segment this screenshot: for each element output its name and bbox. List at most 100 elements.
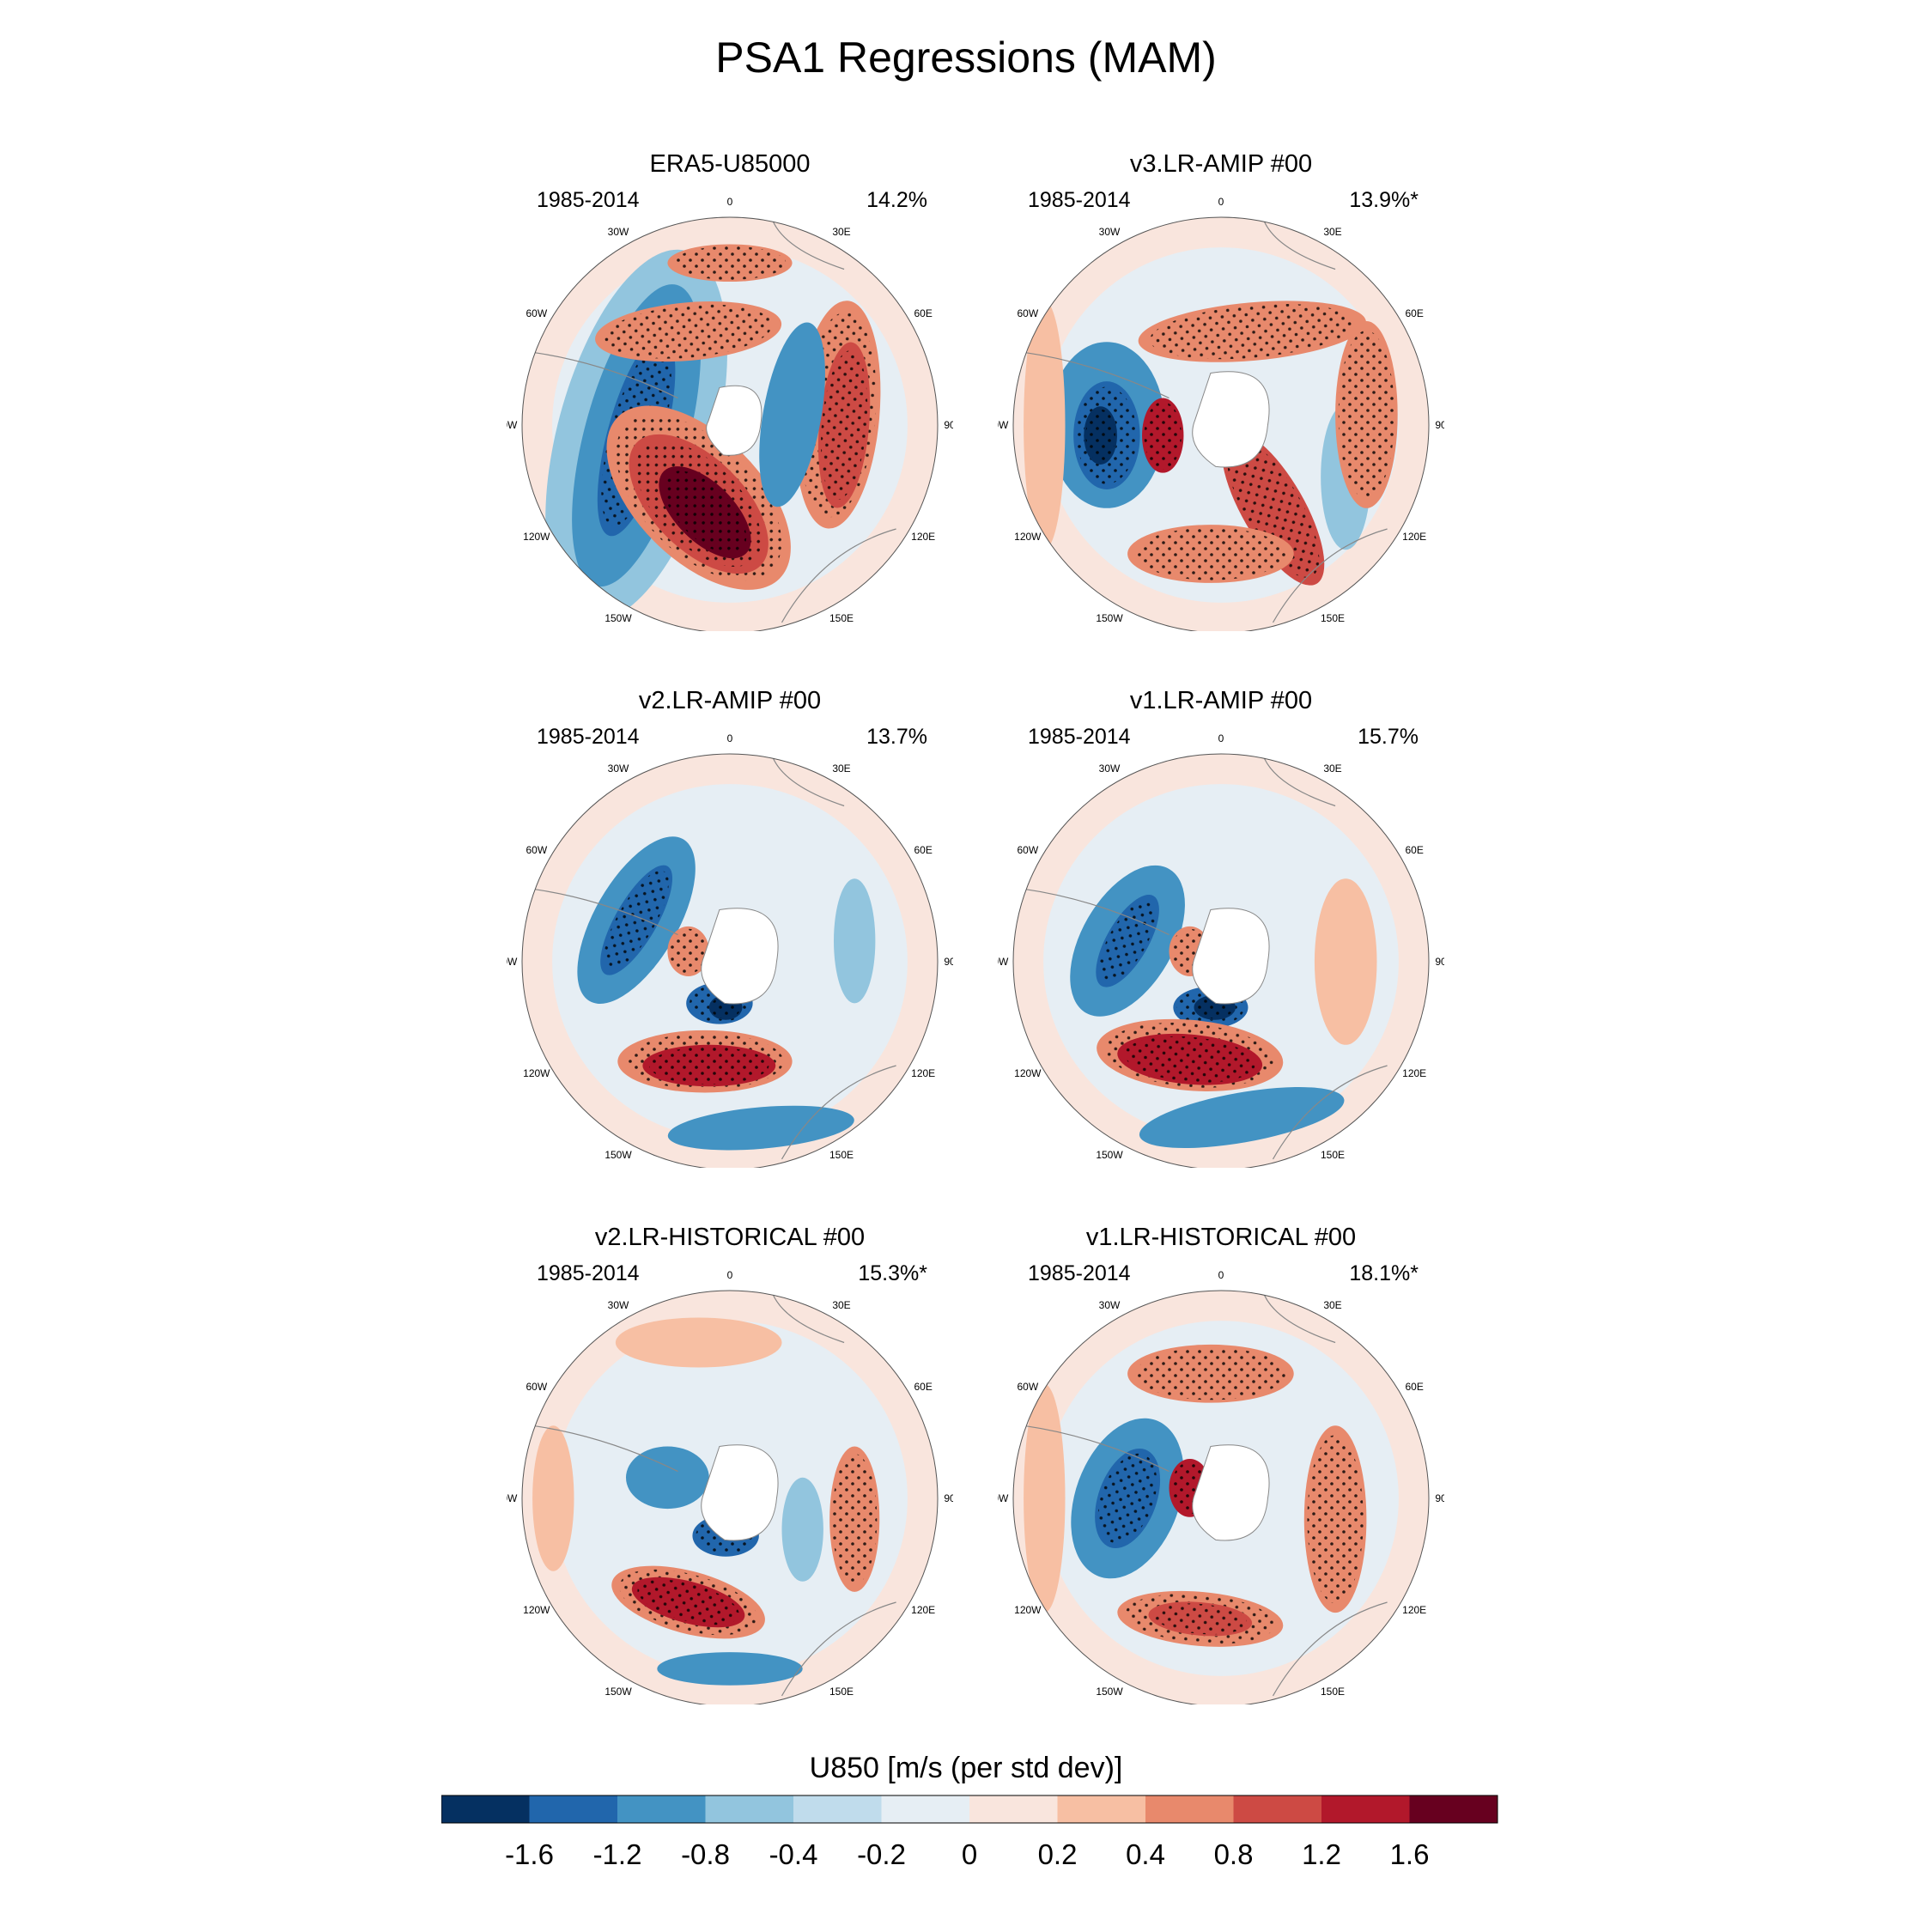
antarctica-landmass (706, 385, 762, 456)
map-border (1012, 1290, 1430, 1704)
longitude-label: 150W (605, 612, 632, 624)
significance-stipple (1338, 330, 1395, 499)
south-america-coastline (1024, 351, 1170, 399)
significance-stipple (604, 870, 669, 970)
anomaly-region (1024, 1383, 1066, 1613)
panel-period: 1985-2014 (537, 725, 640, 749)
colorbar-tick-label: -0.2 (857, 1838, 906, 1870)
colorbar-tick-label: -1.6 (505, 1838, 554, 1870)
colorbar-swatch (1409, 1795, 1498, 1823)
anomaly-region (1024, 300, 1066, 550)
longitude-label: 30W (608, 1299, 629, 1311)
anomaly-region (1314, 878, 1377, 1045)
map-border (521, 1290, 939, 1704)
colorbar-tick-label: -1.2 (593, 1838, 642, 1870)
longitude-label: 30W (608, 762, 629, 775)
longitude-label: 150E (1321, 612, 1345, 624)
map-panel: v1.LR-AMIP #00 1985-2014 15.7% 0 30E 60E 90E 12… (998, 687, 1444, 1168)
polar-map: 030E60E90E120E150E180150W120W90W60W30W (998, 732, 1444, 1168)
outer-band (522, 1291, 938, 1704)
longitude-label: 30W (608, 226, 629, 238)
south-america-coastline (1024, 888, 1170, 936)
longitude-label: 30E (1323, 1299, 1341, 1311)
panel-explained-variance: 15.7% (1358, 725, 1419, 749)
colorbar-tick-label: 0.2 (1038, 1838, 1078, 1870)
longitude-label: 120W (523, 1067, 550, 1079)
longitude-label: 60W (526, 307, 547, 319)
longitude-label: 90E (944, 1492, 953, 1504)
longitude-label: 60E (914, 1381, 932, 1393)
significance-stipple (1097, 1453, 1157, 1544)
map-border (1012, 753, 1430, 1168)
map-panel: v3.LR-AMIP #00 1985-2014 13.9%* 0 30E 60E 90E 1… (998, 150, 1444, 631)
longitude-label: 60E (914, 844, 932, 856)
longitude-label: 120E (911, 531, 935, 543)
polar-map: 030E60E90E120E150E180150W120W90W60W30W (507, 732, 953, 1168)
longitude-label: 120W (523, 531, 550, 543)
colorbar-swatch (881, 1795, 969, 1823)
longitude-label: 90W (998, 956, 1009, 968)
significance-stipple (669, 928, 708, 975)
africa-coastline (770, 1291, 845, 1344)
significance-stipple (1149, 303, 1355, 360)
panel-period: 1985-2014 (537, 1261, 640, 1285)
panel-title: v1.LR-AMIP #00 (1129, 687, 1313, 714)
map-panel: v2.LR-HISTORICAL #00 1985-2014 15.3%* 0 30E 6… (507, 1224, 953, 1704)
map-border (1012, 216, 1430, 631)
longitude-label: 30W (1099, 226, 1121, 238)
panel-title: v2.LR-AMIP #00 (638, 687, 822, 714)
map-panel: v1.LR-HISTORICAL #00 1985-2014 18.1%* 0 30E 6… (998, 1224, 1444, 1704)
panel-title: v3.LR-AMIP #00 (1129, 150, 1313, 178)
longitude-label: 120E (1402, 1604, 1426, 1616)
colorbar-swatch (1145, 1795, 1234, 1823)
significance-stipple (1135, 527, 1286, 580)
panel-title: ERA5-U85000 (649, 150, 811, 178)
colorbar-title: U850 [m/s (per std dev)] (809, 1752, 1123, 1784)
polar-map: 030E60E90E120E150E180150W120W90W60W30W (998, 196, 1444, 631)
colorbar-tick-label: -0.8 (681, 1838, 730, 1870)
longitude-label: 120E (911, 1604, 935, 1616)
longitude-label: 120E (1402, 1067, 1426, 1079)
colorbar-swatch (969, 1795, 1058, 1823)
antarctica-landmass (1192, 1444, 1270, 1541)
significance-stipple (832, 1453, 878, 1585)
significance-stipple (663, 471, 747, 554)
longitude-label: 0 (1218, 1269, 1224, 1281)
figure-title: PSA1 Regressions (MAM) (715, 33, 1217, 82)
panel-period: 1985-2014 (537, 188, 640, 212)
longitude-label: 120E (1402, 531, 1426, 543)
australia-nz-coastline (1272, 1601, 1388, 1697)
colorbar-swatch (705, 1795, 793, 1823)
anomaly-region (626, 1446, 709, 1510)
significance-stipple (673, 246, 787, 280)
map-panel: v2.LR-AMIP #00 1985-2014 13.7% 0 30E 60E 90E 12… (507, 687, 953, 1168)
antarctica-landmass (701, 908, 779, 1005)
panel-title: v1.LR-HISTORICAL #00 (1085, 1224, 1357, 1251)
south-america-coastline (532, 1425, 678, 1473)
colorbar-swatch (1321, 1795, 1410, 1823)
colorbar-tick-label: 0.4 (1126, 1838, 1165, 1870)
longitude-label: 30E (832, 1299, 850, 1311)
significance-stipple (1226, 438, 1320, 578)
longitude-label: 60E (1405, 1381, 1423, 1393)
colorbar-swatch (441, 1795, 530, 1823)
australia-nz-coastline (781, 1065, 896, 1160)
outer-band (522, 217, 938, 631)
panel-explained-variance: 15.3%* (858, 1261, 927, 1285)
australia-nz-coastline (1272, 1065, 1388, 1160)
panel-explained-variance: 13.7% (866, 725, 927, 749)
longitude-label: 0 (727, 1269, 733, 1281)
anomaly-region (615, 1317, 782, 1368)
antarctica-landmass (1192, 908, 1270, 1005)
longitude-label: 90E (1435, 1492, 1444, 1504)
longitude-label: 0 (727, 732, 733, 744)
africa-coastline (1261, 1291, 1336, 1344)
longitude-label: 90W (998, 419, 1009, 431)
longitude-label: 120W (1014, 531, 1042, 543)
longitude-label: 120W (523, 1604, 550, 1616)
longitude-label: 60W (526, 1381, 547, 1393)
colorbar: -1.6 -1.2 -0.8 -0.4 -0.2 0 0.2 0.4 0.8 1.2 1.6 (441, 1795, 1498, 1870)
longitude-label: 150W (1096, 1149, 1123, 1161)
south-america-coastline (1024, 1425, 1170, 1473)
panel-explained-variance: 13.9%* (1349, 188, 1419, 212)
